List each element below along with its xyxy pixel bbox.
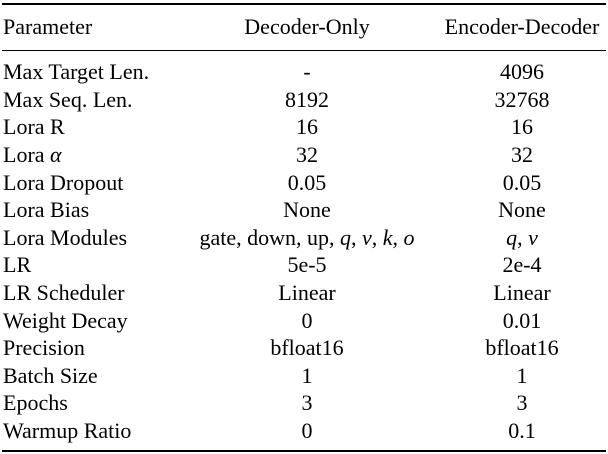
table-row: Lora Dropout 0.05 0.05	[0, 168, 608, 196]
encoder-decoder-cell: q, v	[506, 224, 538, 250]
param-cell: Lora Dropout	[3, 169, 124, 195]
encoder-decoder-cell: Linear	[493, 280, 551, 306]
encoder-decoder-cell: 0.01	[502, 307, 542, 333]
header-rule	[2, 50, 606, 51]
encoder-decoder-cell: 3	[516, 390, 528, 416]
table-row: Precision bfloat16 bfloat16	[0, 334, 608, 362]
param-cell: Weight Decay	[3, 307, 128, 333]
encoder-decoder-cell: 0.05	[502, 169, 542, 195]
param-cell: Lora Modules	[3, 224, 128, 250]
decoder-only-cell: 0	[301, 307, 313, 333]
table-row: Lora R 16 16	[0, 113, 608, 141]
math-v: v	[528, 224, 538, 250]
param-prefix: Lora	[3, 142, 51, 168]
decoder-only-cell: bfloat16	[270, 335, 344, 361]
encoder-decoder-cell: bfloat16	[485, 335, 559, 361]
encoder-decoder-cell: 0.1	[508, 418, 536, 444]
header-encoder-decoder: Encoder-Decoder	[444, 14, 600, 39]
param-cell: Lora R	[3, 114, 65, 140]
table-row: Lora Bias None None	[0, 196, 608, 224]
table-row: Weight Decay 0 0.01	[0, 306, 608, 334]
param-cell: Epochs	[3, 390, 68, 416]
math-v: v	[362, 224, 372, 250]
decoder-only-cell: 16	[296, 114, 318, 140]
encoder-decoder-cell: None	[498, 197, 546, 223]
decoder-only-cell: 32	[296, 142, 318, 168]
decoder-only-cell: 3	[301, 390, 313, 416]
encoder-decoder-cell: 16	[511, 114, 533, 140]
param-cell: Batch Size	[3, 362, 98, 388]
table-row: Lora α 32 32	[0, 141, 608, 169]
math-o: o	[403, 224, 415, 250]
top-rule	[2, 3, 606, 5]
decoder-only-cell: None	[283, 197, 331, 223]
param-cell: LR	[3, 252, 32, 278]
modules-text: gate, down, up,	[199, 224, 340, 250]
header-decoder-only: Decoder-Only	[244, 14, 370, 39]
header-parameter: Parameter	[3, 14, 93, 39]
decoder-only-cell: 5e-5	[287, 252, 327, 278]
table-row: Max Seq. Len. 8192 32768	[0, 86, 608, 114]
encoder-decoder-cell: 32	[511, 142, 533, 168]
param-cell: Precision	[3, 335, 85, 361]
encoder-decoder-cell: 32768	[494, 86, 550, 112]
decoder-only-cell: 1	[301, 362, 313, 388]
param-cell: Warmup Ratio	[3, 418, 132, 444]
table-row: Lora Modules gate, down, up, q, v, k, o …	[0, 224, 608, 252]
table-row: LR 5e-5 2e-4	[0, 251, 608, 279]
bottom-rule	[2, 450, 606, 452]
table-row: Epochs 3 3	[0, 389, 608, 417]
decoder-only-cell: 0	[301, 418, 313, 444]
param-cell: Max Seq. Len.	[3, 86, 133, 112]
param-cell: LR Scheduler	[3, 280, 125, 306]
math-q: q	[506, 224, 518, 250]
alpha-symbol: α	[50, 142, 62, 168]
table-row: Warmup Ratio 0 0.1	[0, 417, 608, 445]
param-cell: Lora α	[0, 141, 178, 169]
decoder-only-cell: 0.05	[287, 169, 327, 195]
decoder-only-cell: Linear	[278, 280, 336, 306]
encoder-decoder-cell: 1	[516, 362, 528, 388]
decoder-only-cell: 8192	[285, 86, 329, 112]
encoder-decoder-cell: 2e-4	[502, 252, 542, 278]
table-row: Batch Size 1 1	[0, 362, 608, 390]
header-row: Parameter Decoder-Only Encoder-Decoder	[0, 0, 608, 54]
table-row: LR Scheduler Linear Linear	[0, 279, 608, 307]
param-cell: Max Target Len.	[3, 59, 150, 85]
math-k: k	[382, 224, 393, 250]
decoder-only-cell: -	[303, 59, 311, 85]
param-cell: Lora Bias	[3, 197, 90, 223]
table-row: Max Target Len. - 4096	[0, 58, 608, 86]
encoder-decoder-cell: 4096	[500, 59, 544, 85]
math-q: q	[340, 224, 351, 250]
decoder-only-cell: gate, down, up, q, v, k, o	[199, 224, 415, 250]
